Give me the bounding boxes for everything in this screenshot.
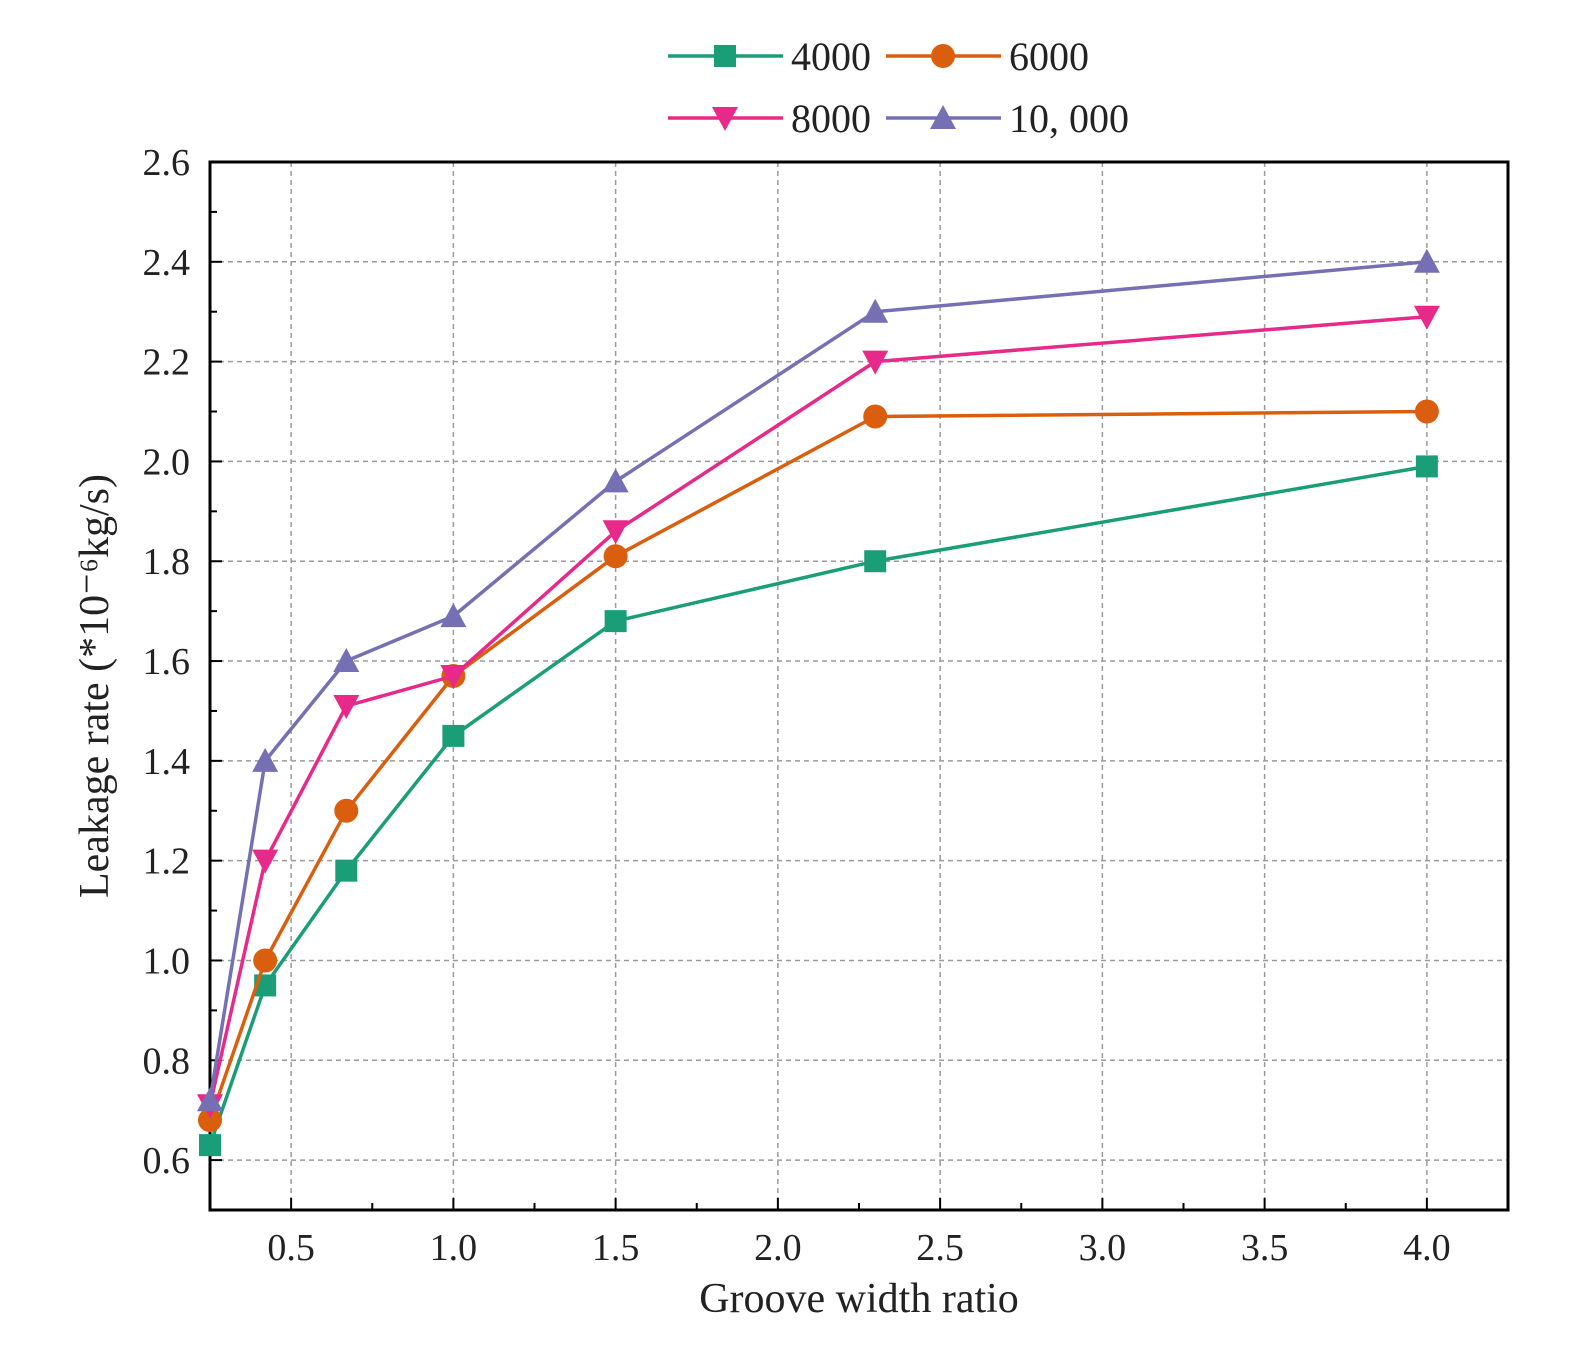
x-tick-label-6: 3.5 [1241, 1227, 1289, 1269]
data-point-0-6 [1415, 455, 1438, 478]
legend: 4000 6000 8000 10, 000 [668, 34, 1129, 141]
data-point-2-5 [862, 350, 889, 375]
legend-marker-2 [712, 107, 738, 131]
series-line-2 [208, 314, 1428, 1106]
x-tick-label-2: 1.5 [592, 1227, 640, 1269]
y-tick-label-9: 2.4 [143, 242, 191, 284]
x-tick-label-1: 1.0 [430, 1227, 478, 1269]
legend-item-3: 10, 000 [886, 96, 1129, 141]
data-point-3-6 [1413, 248, 1440, 273]
data-point-3-2 [333, 648, 360, 673]
y-tick-label-3: 1.2 [143, 841, 191, 883]
legend-marker-0 [714, 45, 736, 67]
axes: 0.5 1.0 1.5 2.0 2.5 3.0 3.5 4.0 0.6 0.8 1.0 1.2 1.4 1… [143, 142, 1510, 1269]
legend-label-2: 8000 [791, 96, 871, 141]
y-tick-label-2: 1.0 [143, 940, 191, 982]
x-tick-label-4: 2.5 [916, 1227, 964, 1269]
series-3 [197, 248, 1440, 1112]
data-point-0-2 [335, 859, 358, 882]
data-point-1-2 [334, 798, 359, 823]
data-point-2-3 [440, 665, 467, 690]
data-point-1-5 [863, 404, 888, 429]
data-point-0-0 [199, 1134, 221, 1157]
legend-item-1: 6000 [886, 34, 1089, 79]
legend-marker-3 [930, 105, 956, 129]
data-point-1-1 [253, 948, 278, 973]
data-point-3-3 [440, 603, 467, 628]
x-tick-label-5: 3.0 [1079, 1227, 1127, 1269]
x-tick-label-0: 0.5 [267, 1227, 315, 1269]
series-line-1 [208, 409, 1427, 1121]
data-point-2-6 [1413, 305, 1440, 330]
x-tick-label-7: 4.0 [1403, 1227, 1451, 1269]
legend-marker-1 [931, 44, 955, 68]
data-point-2-2 [333, 694, 360, 719]
data-point-3-5 [862, 298, 889, 323]
data-point-2-4 [602, 520, 629, 545]
series-1 [198, 399, 1439, 1133]
legend-label-3: 10, 000 [1009, 96, 1129, 141]
plot-series [197, 248, 1440, 1157]
legend-item-2: 8000 [668, 96, 871, 141]
data-point-3-1 [252, 747, 279, 772]
data-point-3-0 [197, 1087, 223, 1112]
y-tick-label-5: 1.6 [143, 641, 191, 683]
data-point-0-4 [604, 610, 627, 633]
series-2 [197, 305, 1440, 1119]
x-axis-title: Groove width ratio [699, 1276, 1019, 1322]
series-line-3 [208, 260, 1428, 1101]
data-point-0-3 [442, 724, 465, 747]
y-tick-label-4: 1.4 [143, 741, 191, 783]
x-tick-label-3: 2.0 [754, 1227, 802, 1269]
data-point-1-4 [603, 544, 628, 569]
data-point-1-6 [1414, 399, 1439, 424]
series-0 [199, 455, 1438, 1157]
plot-frame [208, 160, 1510, 1212]
data-point-2-1 [252, 849, 279, 874]
data-point-3-4 [602, 468, 629, 493]
y-tick-label-7: 2.0 [143, 441, 191, 483]
legend-item-0: 4000 [668, 34, 871, 79]
y-tick-label-0: 0.6 [143, 1140, 191, 1182]
data-point-0-5 [864, 550, 887, 573]
data-point-1-0 [198, 1108, 222, 1133]
series-line-0 [208, 464, 1428, 1146]
legend-label-0: 4000 [791, 34, 871, 79]
grid [210, 162, 1508, 1210]
y-tick-label-1: 0.8 [143, 1040, 191, 1082]
legend-label-1: 6000 [1009, 34, 1089, 79]
y-tick-label-10: 2.6 [143, 142, 191, 184]
y-tick-label-8: 2.2 [143, 342, 191, 384]
y-axis-title: Leakage rate (*10⁻⁶kg/s) [72, 474, 118, 898]
y-tick-label-6: 1.8 [143, 541, 191, 583]
